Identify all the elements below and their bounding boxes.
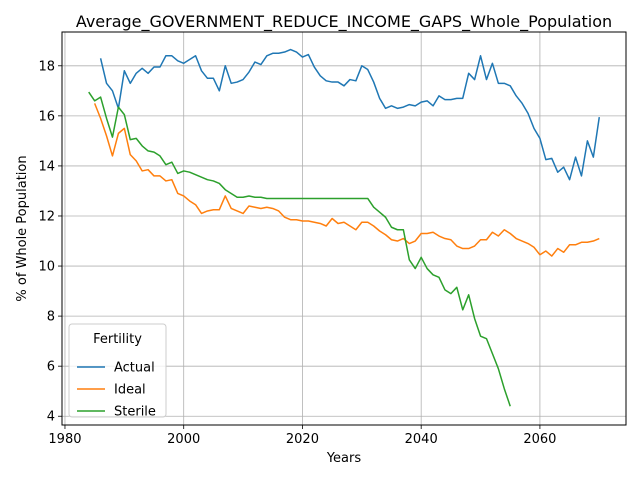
x-tick-label: 1980 [48, 432, 81, 447]
y-tick-label: 14 [38, 159, 55, 174]
x-axis-ticks: 1980 2000 2020 2040 2060 [48, 425, 556, 447]
chart-title: Average_GOVERNMENT_REDUCE_INCOME_GAPS_Wh… [76, 12, 612, 32]
series-lines [88, 48, 601, 407]
y-tick-label: 10 [38, 260, 55, 275]
y-tick-label: 8 [47, 310, 55, 325]
series-line-sterile [88, 91, 511, 407]
plot-frame [61, 31, 627, 426]
legend-title: Fertility [93, 332, 142, 347]
y-tick-label: 6 [47, 360, 55, 375]
x-tick-label: 2040 [405, 432, 438, 447]
legend-label-sterile: Sterile [114, 405, 156, 420]
y-tick-label: 18 [38, 59, 55, 74]
y-axis-label: % of Whole Population [15, 155, 30, 301]
legend: Fertility Actual Ideal Sterile [68, 323, 167, 420]
x-tick-label: 2020 [286, 432, 319, 447]
x-tick-label: 2000 [167, 432, 200, 447]
y-tick-label: 16 [38, 109, 55, 124]
y-tick-label: 12 [38, 209, 55, 224]
series-line-actual [99, 48, 601, 181]
legend-label-actual: Actual [114, 361, 155, 376]
y-axis-ticks: 4 6 8 10 12 14 16 18 [38, 59, 62, 425]
y-tick-label: 4 [47, 410, 55, 425]
legend-box [68, 323, 167, 418]
series-line-ideal [93, 103, 600, 257]
legend-label-ideal: Ideal [114, 383, 146, 398]
x-axis-label: Years [326, 451, 362, 466]
x-tick-label: 2060 [523, 432, 556, 447]
